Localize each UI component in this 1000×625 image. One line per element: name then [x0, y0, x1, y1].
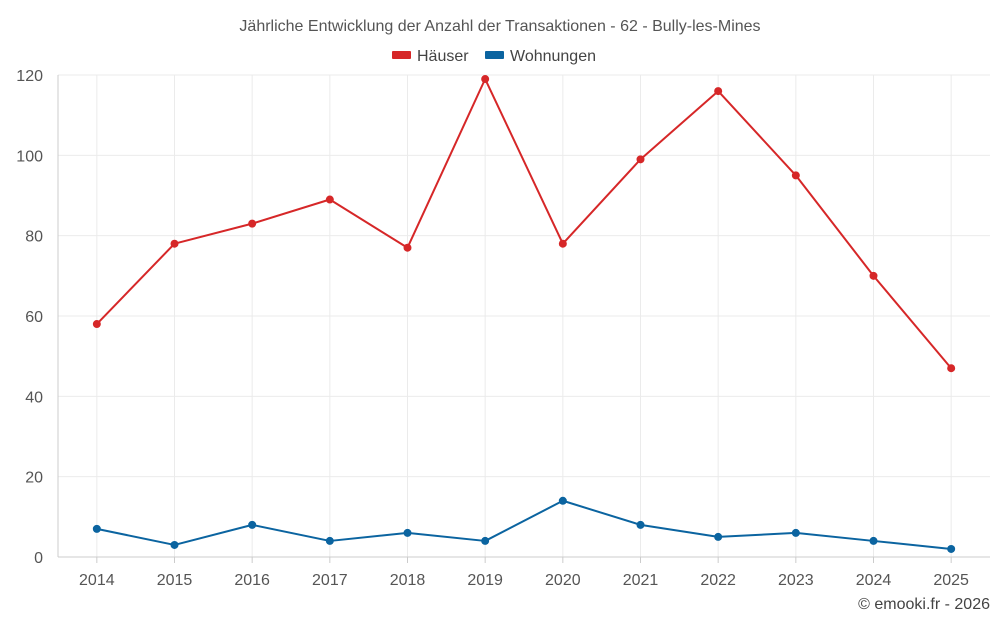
data-point-haeuser[interactable] [636, 155, 645, 164]
data-point-haeuser[interactable] [869, 271, 878, 280]
legend-label-haeuser: Häuser [417, 48, 469, 65]
legend-swatch-haeuser [392, 51, 411, 59]
x-tick-label: 2019 [467, 572, 503, 589]
data-point-wohnungen[interactable] [92, 524, 101, 533]
series-line-wohnungen [96, 499, 952, 550]
x-tick-label: 2022 [700, 572, 736, 589]
x-tick-label: 2023 [778, 572, 814, 589]
x-tick-label: 2024 [856, 572, 892, 589]
data-point-haeuser[interactable] [481, 75, 490, 84]
y-tick-label: 60 [25, 309, 43, 326]
chart-title: Jährliche Entwicklung der Anzahl der Tra… [239, 18, 760, 35]
data-point-wohnungen[interactable] [636, 520, 645, 529]
data-point-wohnungen[interactable] [403, 528, 412, 537]
legend-swatch-wohnungen [485, 51, 504, 59]
data-point-haeuser[interactable] [170, 239, 179, 248]
y-tick-label: 20 [25, 470, 43, 487]
legend: Häuser Wohnungen [392, 48, 596, 65]
data-point-wohnungen[interactable] [714, 532, 723, 541]
y-tick-label: 100 [16, 148, 43, 165]
data-point-haeuser[interactable] [714, 87, 723, 96]
x-tick-label: 2018 [390, 572, 426, 589]
data-point-haeuser[interactable] [558, 239, 567, 248]
data-point-wohnungen[interactable] [558, 496, 567, 505]
grid [58, 74, 990, 557]
legend-item-haeuser[interactable]: Häuser [392, 48, 469, 65]
data-point-haeuser[interactable] [248, 219, 257, 228]
x-axis: 2014 2015 2016 2017 2018 2019 2020 2021 2022 2023… [58, 556, 990, 589]
x-tick-label: 2015 [157, 572, 193, 589]
y-tick-label: 80 [25, 229, 43, 246]
data-point-haeuser[interactable] [791, 171, 800, 180]
data-point-haeuser[interactable] [947, 364, 956, 373]
y-tick-label: 120 [16, 68, 43, 85]
data-point-haeuser[interactable] [92, 320, 101, 329]
data-point-wohnungen[interactable] [170, 540, 179, 549]
x-tick-label: 2020 [545, 572, 581, 589]
legend-label-wohnungen: Wohnungen [510, 48, 596, 65]
y-tick-label: 40 [25, 389, 43, 406]
credit-text: © emooki.fr - 2026 [858, 596, 990, 613]
y-tick-label: 0 [34, 550, 43, 567]
y-axis: 0 20 40 60 80 100 120 [16, 68, 59, 567]
legend-item-wohnungen[interactable]: Wohnungen [485, 48, 596, 65]
data-point-wohnungen[interactable] [869, 536, 878, 545]
data-point-wohnungen[interactable] [481, 536, 490, 545]
x-tick-label: 2017 [312, 572, 348, 589]
x-tick-label: 2021 [623, 572, 659, 589]
series-line-haeuser [96, 78, 952, 369]
x-tick-label: 2014 [79, 572, 115, 589]
data-point-haeuser[interactable] [403, 243, 412, 252]
x-tick-label: 2025 [933, 572, 969, 589]
data-point-wohnungen[interactable] [325, 536, 334, 545]
data-point-haeuser[interactable] [325, 195, 334, 204]
data-point-wohnungen[interactable] [248, 520, 257, 529]
data-point-wohnungen[interactable] [947, 544, 956, 553]
x-tick-label: 2016 [234, 572, 270, 589]
series-group [92, 75, 956, 553]
data-point-wohnungen[interactable] [791, 528, 800, 537]
